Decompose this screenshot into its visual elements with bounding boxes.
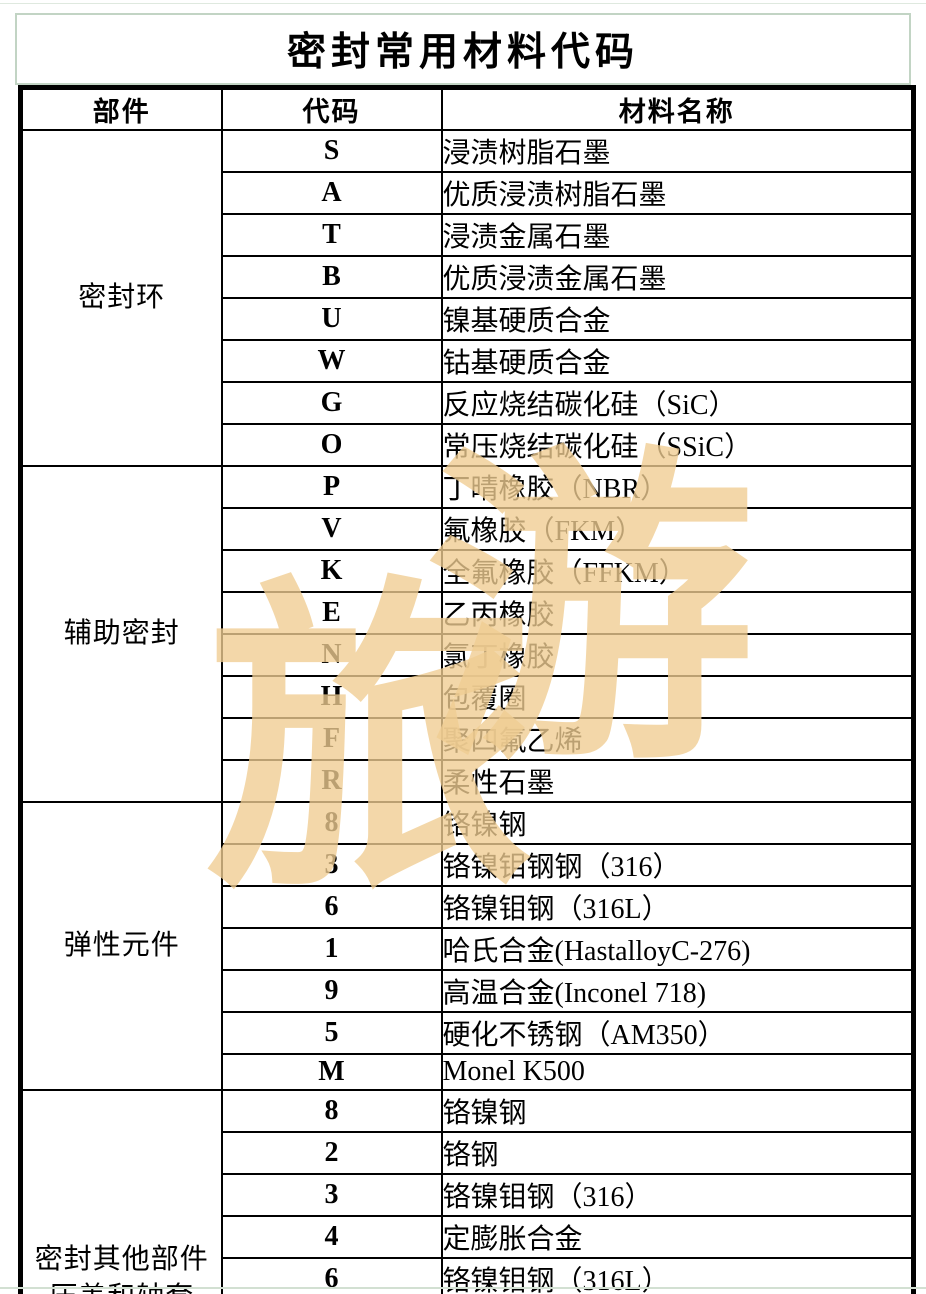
table-row: A 优质浸渍树脂石墨 <box>21 171 915 215</box>
material-cell: 钴基硬质合金 <box>440 339 915 383</box>
code-cell: T <box>220 213 443 257</box>
table-row: V 氟橡胶（FKM） <box>21 507 915 551</box>
code-cell: R <box>220 759 443 803</box>
material-cell: 丁晴橡胶（NBR） <box>440 465 915 509</box>
material-cell: 硬化不锈钢（AM350） <box>440 1011 915 1055</box>
top-divider-line <box>0 3 926 4</box>
material-cell: 常压烧结碳化硅（SSiC） <box>440 423 915 467</box>
material-cell: 全氟橡胶（FFKM） <box>440 549 915 593</box>
table-row: 密封环 S 浸渍树脂石墨 <box>19 129 915 467</box>
code-cell: 3 <box>220 1173 443 1217</box>
table-row: N 氯丁橡胶 <box>21 633 915 677</box>
table-row: 6 铬镍钼钢（316L） <box>21 885 915 929</box>
material-cell: 镍基硬质合金 <box>440 297 915 341</box>
code-cell: K <box>220 549 443 593</box>
table-row: E 乙丙橡胶 <box>21 591 915 635</box>
table-row: B 优质浸渍金属石墨 <box>21 255 915 299</box>
material-cell: 柔性石墨 <box>440 759 915 803</box>
code-cell: H <box>220 675 443 719</box>
table-row: O 常压烧结碳化硅（SSiC） <box>21 423 915 467</box>
table-row: H 包覆圈 <box>21 675 915 719</box>
header-row: 部件 代码 材料名称 <box>19 86 915 131</box>
code-cell: N <box>220 633 443 677</box>
title-box: 密封常用材料代码 <box>15 13 911 85</box>
code-cell: O <box>220 423 443 467</box>
material-cell: 浸渍金属石墨 <box>440 213 915 257</box>
material-cell: 聚四氟乙烯 <box>440 717 915 761</box>
code-cell: 2 <box>220 1131 443 1175</box>
table-row: 弹性元件 8 铬镍钢 <box>19 801 915 1091</box>
material-cell: 浸渍树脂石墨 <box>440 129 915 173</box>
table-row: 辅助密封 P 丁晴橡胶（NBR） <box>19 465 915 803</box>
table-row: F 聚四氟乙烯 <box>21 717 915 761</box>
code-cell: 1 <box>220 927 443 971</box>
table-row: 9 高温合金(Inconel 718) <box>21 969 915 1013</box>
material-cell: 铬镍钢 <box>440 1089 915 1133</box>
part-cell: 辅助密封 <box>19 465 223 803</box>
table-row: 1 哈氏合金(HastalloyC-276) <box>21 927 915 971</box>
code-cell: P <box>220 465 443 509</box>
part-cell: 弹性元件 <box>19 801 223 1091</box>
code-cell: A <box>220 171 443 215</box>
table-row: 4 定膨胀合金 <box>21 1215 915 1259</box>
table-row: R 柔性石墨 <box>21 759 915 803</box>
code-cell: G <box>220 381 443 425</box>
material-cell: 铬镍钼钢（316） <box>440 1173 915 1217</box>
materials-code-table: 部件 代码 材料名称 密封环 S 浸渍树脂石墨 A 优质浸渍树脂石墨 T 浸渍金属石墨 B 优质… <box>18 85 916 1294</box>
table-row: 3 铬镍钼钢钢（316） <box>21 843 915 887</box>
table-row: 2 铬钢 <box>21 1131 915 1175</box>
material-cell: 铬镍钢 <box>440 801 915 845</box>
material-cell: 铬钢 <box>440 1131 915 1175</box>
material-cell: 优质浸渍树脂石墨 <box>440 171 915 215</box>
code-cell: S <box>220 129 443 173</box>
material-cell: Monel K500 <box>440 1053 915 1091</box>
column-header-code: 代码 <box>220 86 443 131</box>
material-cell: 哈氏合金(HastalloyC-276) <box>440 927 915 971</box>
material-cell: 氟橡胶（FKM） <box>440 507 915 551</box>
table-row: M Monel K500 <box>21 1053 915 1091</box>
material-cell: 铬镍钼钢（316L） <box>440 885 915 929</box>
column-header-name: 材料名称 <box>440 86 915 131</box>
material-cell: 高温合金(Inconel 718) <box>440 969 915 1013</box>
material-cell: 优质浸渍金属石墨 <box>440 255 915 299</box>
code-cell: B <box>220 255 443 299</box>
code-cell: U <box>220 297 443 341</box>
table-row: K 全氟橡胶（FFKM） <box>21 549 915 593</box>
table-row: 5 硬化不锈钢（AM350） <box>21 1011 915 1055</box>
table-row: W 钴基硬质合金 <box>21 339 915 383</box>
code-cell: E <box>220 591 443 635</box>
column-header-part: 部件 <box>19 86 223 131</box>
code-cell: 6 <box>220 885 443 929</box>
part-cell: 密封环 <box>19 129 223 467</box>
table-row: T 浸渍金属石墨 <box>21 213 915 257</box>
code-cell: W <box>220 339 443 383</box>
page-title: 密封常用材料代码 <box>286 31 639 74</box>
code-cell: 8 <box>220 801 443 845</box>
material-cell: 氯丁橡胶 <box>440 633 915 677</box>
material-cell: 定膨胀合金 <box>440 1215 915 1259</box>
material-cell: 乙丙橡胶 <box>440 591 915 635</box>
code-cell: M <box>220 1053 443 1091</box>
material-cell: 铬镍钼钢钢（316） <box>440 843 915 887</box>
code-cell: 5 <box>220 1011 443 1055</box>
part-cell: 密封其他部件 压盖和轴套 <box>19 1089 223 1294</box>
bottom-divider-line <box>0 1287 926 1289</box>
code-cell: 4 <box>220 1215 443 1259</box>
code-cell: 9 <box>220 969 443 1013</box>
table-row: 3 铬镍钼钢（316） <box>21 1173 915 1217</box>
table-row: U 镍基硬质合金 <box>21 297 915 341</box>
material-cell: 包覆圈 <box>440 675 915 719</box>
code-cell: V <box>220 507 443 551</box>
table-row: G 反应烧结碳化硅（SiC） <box>21 381 915 425</box>
code-cell: 8 <box>220 1089 443 1133</box>
code-cell: F <box>220 717 443 761</box>
code-cell: 3 <box>220 843 443 887</box>
material-cell: 反应烧结碳化硅（SiC） <box>440 381 915 425</box>
table-row: 密封其他部件 压盖和轴套8铬镍钢 <box>19 1089 915 1294</box>
